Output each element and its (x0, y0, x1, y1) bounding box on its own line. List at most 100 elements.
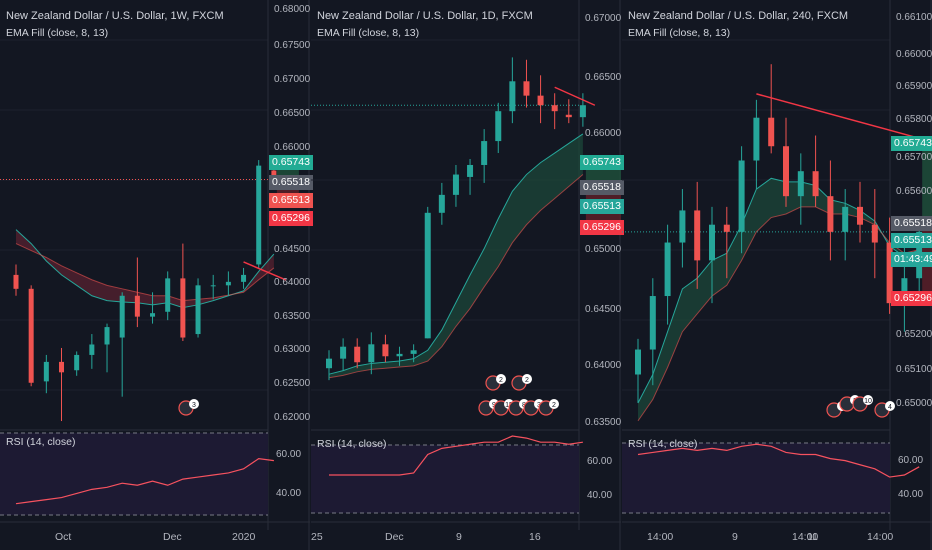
candle-body (812, 171, 819, 197)
badge-count: 10 (864, 398, 872, 405)
candle (467, 159, 474, 195)
4h-chart-canvas[interactable]: 72104 (622, 0, 932, 550)
price-axis-label: 0.63000 (274, 344, 311, 355)
chart-title: New Zealand Dollar / U.S. Dollar, 240, F… (628, 10, 849, 22)
candle-body (241, 274, 247, 282)
candle (180, 243, 186, 342)
candle (210, 274, 216, 300)
candle (410, 344, 417, 363)
candle-body (326, 358, 332, 369)
target-zone (922, 143, 932, 223)
candle-body (382, 344, 389, 357)
price-tag: 0.65518 (269, 175, 313, 190)
event-badge: 2 (538, 399, 559, 416)
candle (723, 206, 730, 279)
candle-body (119, 295, 125, 338)
candle-body (28, 288, 34, 383)
candle-body (452, 174, 459, 195)
candle-body (797, 171, 804, 197)
candle-body (768, 117, 775, 147)
price-axis-label: 0.66100 (896, 12, 932, 23)
candle (679, 189, 686, 268)
chart-title: New Zealand Dollar / U.S. Dollar, 1W, FX… (6, 10, 224, 22)
ema-fill-area (638, 178, 920, 421)
price-axis-label: 0.68000 (274, 4, 311, 15)
candle (495, 102, 502, 154)
candle (738, 146, 745, 254)
candle-body (165, 278, 171, 312)
chart-title: New Zealand Dollar / U.S. Dollar, 1D, FX… (317, 10, 533, 22)
trend-line (243, 261, 287, 281)
candle (694, 181, 701, 289)
time-axis-label: 9 (456, 531, 462, 543)
time-axis-label: 25 (311, 531, 323, 543)
ema-fill-area (329, 133, 583, 378)
candle-body (551, 105, 558, 112)
ema-fast-line (637, 177, 920, 404)
candle-body (225, 281, 231, 286)
chart-panel-4h[interactable]: 72104 New Zealand Dollar / U.S. Dollar, … (622, 0, 932, 550)
time-axis-label: 11 (807, 531, 818, 543)
price-axis-label: 0.67500 (274, 40, 311, 51)
chart-panel-weekly[interactable]: 3 New Zealand Dollar / U.S. Dollar, 1W, … (0, 0, 313, 550)
candle (842, 189, 849, 261)
price-axis-label: 0.65800 (896, 114, 932, 125)
candle (812, 135, 819, 207)
price-axis-label: 0.65700 (896, 152, 932, 163)
rsi-label: RSI (14, close) (317, 438, 387, 450)
candle-body (664, 242, 671, 297)
price-axis-label: 0.65000 (896, 398, 932, 409)
price-tag: 0.65743 (580, 155, 624, 170)
rsi-line (329, 435, 583, 476)
candle-body (354, 346, 361, 363)
candle (89, 334, 95, 369)
badge-count: 3 (192, 402, 196, 409)
badge-count-bg (496, 374, 506, 384)
price-axis-label: 0.65000 (585, 244, 622, 255)
candle (241, 267, 247, 289)
price-tag: 0.65743 (269, 155, 313, 170)
candle (579, 93, 586, 127)
candle (424, 206, 431, 339)
time-axis-label: 14:00 (867, 531, 894, 543)
badge-count: 2 (499, 377, 503, 384)
candle (354, 338, 361, 369)
candle-body (886, 242, 893, 304)
price-tag: 0.65518 (580, 180, 624, 195)
badge-count: 4 (888, 404, 892, 411)
price-axis-label: 0.65200 (896, 329, 932, 340)
candle-body (104, 327, 110, 345)
trend-line (554, 86, 596, 106)
candle (635, 338, 641, 404)
rsi-label: RSI (14, close) (628, 438, 698, 450)
candle-body (857, 206, 863, 225)
candle-body (495, 111, 502, 142)
candle-body (43, 361, 49, 382)
candle-body (901, 278, 908, 304)
price-axis-label: 0.66500 (274, 108, 311, 119)
candle (396, 346, 403, 366)
event-badge: 2 (485, 374, 506, 391)
price-tag: 0.65743 (891, 136, 932, 151)
candle-body (210, 285, 216, 287)
price-tag: 0.65513 (891, 233, 932, 248)
candle-body (635, 349, 641, 375)
price-axis-label: 0.65900 (896, 81, 932, 92)
rsi-band (311, 445, 579, 513)
weekly-chart-canvas[interactable]: 3 (0, 0, 310, 550)
badge-count-bg (189, 399, 199, 409)
candle-body (509, 81, 516, 112)
chart-panel-daily[interactable]: 22915832 New Zealand Dollar / U.S. Dolla… (311, 0, 624, 550)
candle-body (842, 206, 849, 232)
candle-body (180, 278, 186, 338)
daily-chart-canvas[interactable]: 22915832 (311, 0, 621, 550)
candle (768, 64, 775, 154)
candle (664, 224, 671, 325)
price-axis-label: 0.66500 (585, 72, 622, 83)
indicator-label: EMA Fill (close, 8, 13) (317, 27, 420, 39)
candle-body (537, 95, 544, 106)
candle-body (827, 196, 834, 232)
candle (74, 351, 80, 376)
badge-count-bg (863, 395, 873, 405)
candle-body (59, 361, 65, 373)
